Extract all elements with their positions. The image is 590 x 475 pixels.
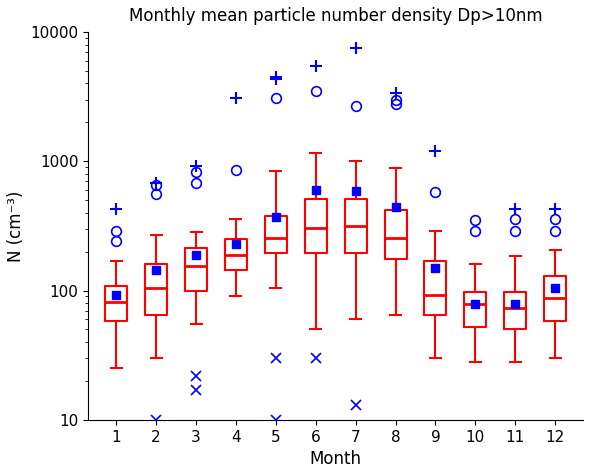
Y-axis label: N (cm⁻³): N (cm⁻³): [7, 190, 25, 262]
X-axis label: Month: Month: [310, 450, 362, 468]
Title: Monthly mean particle number density Dp>10nm: Monthly mean particle number density Dp>…: [129, 7, 543, 25]
